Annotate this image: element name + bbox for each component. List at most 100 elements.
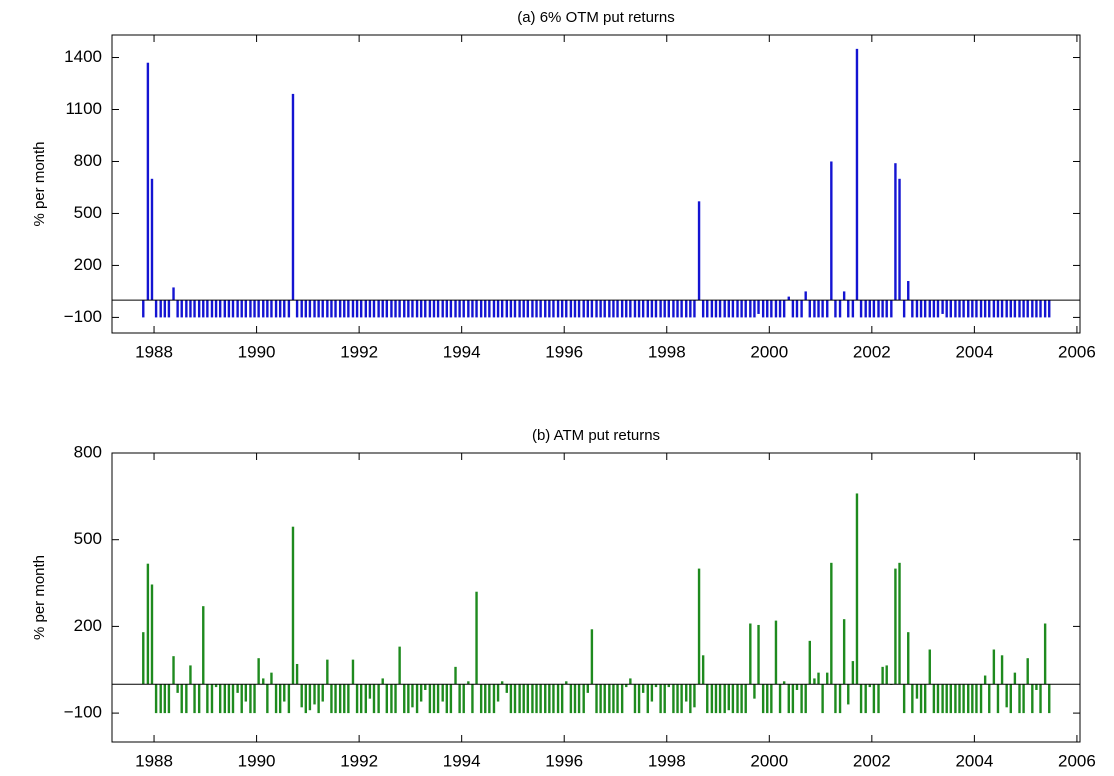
bar (800, 300, 803, 318)
bar (565, 681, 568, 685)
bar (971, 300, 974, 318)
bar (270, 300, 273, 318)
bar (300, 684, 303, 708)
bar (847, 684, 850, 705)
bar (1022, 684, 1025, 714)
bar (364, 300, 367, 318)
x-tick-label: 1998 (648, 751, 686, 770)
y-tick-label: 500 (74, 203, 102, 222)
bar (428, 300, 432, 318)
bar (612, 684, 615, 714)
bar (500, 300, 504, 318)
bar (167, 684, 171, 714)
bar (697, 201, 701, 301)
bar (560, 684, 564, 714)
bar (770, 300, 773, 318)
bar (945, 684, 948, 714)
x-tick-label: 2002 (853, 751, 891, 770)
bar (787, 296, 790, 301)
bar (975, 684, 978, 714)
bar (471, 300, 474, 318)
chart-title: (a) 6% OTM put returns (517, 9, 675, 26)
bar (287, 684, 291, 714)
bar (479, 300, 483, 318)
bar (919, 684, 923, 714)
bar (988, 684, 991, 714)
bar (808, 300, 812, 318)
bar (633, 684, 637, 714)
bar (573, 684, 577, 714)
bar (274, 300, 278, 318)
bar (274, 684, 278, 714)
bar (685, 684, 688, 702)
bar (223, 684, 226, 714)
bar (227, 684, 231, 714)
bar (326, 659, 329, 685)
bar (330, 684, 333, 714)
x-tick-label: 1998 (648, 342, 686, 361)
bar (270, 672, 273, 685)
bar (907, 632, 910, 685)
bar (983, 675, 987, 685)
bar (197, 300, 201, 318)
bar (351, 300, 355, 318)
bar (659, 300, 662, 318)
bar (766, 684, 769, 714)
bar (727, 684, 730, 711)
bar (595, 684, 598, 714)
bar (941, 300, 944, 314)
bar (817, 672, 820, 685)
bar (885, 665, 888, 685)
bar (308, 684, 312, 711)
bar (381, 300, 384, 318)
bar (582, 300, 585, 318)
bar (877, 300, 880, 318)
bar (167, 300, 171, 318)
bar (351, 659, 355, 685)
bar (304, 300, 308, 318)
y-tick-label: −100 (64, 703, 102, 722)
bar (740, 684, 743, 714)
bar (347, 300, 350, 318)
x-tick-label: 1988 (135, 342, 173, 361)
bar (838, 300, 842, 318)
bar (189, 665, 192, 685)
bar (967, 300, 970, 318)
bar (291, 93, 295, 301)
bar (1005, 300, 1008, 318)
bar (262, 678, 265, 685)
bar (736, 300, 739, 318)
bar (231, 684, 235, 714)
bar (826, 300, 829, 318)
bar (782, 681, 786, 685)
bar (582, 684, 585, 714)
bar (403, 300, 406, 318)
bar (150, 584, 154, 685)
bar (983, 300, 987, 318)
x-tick-label: 1992 (340, 751, 378, 770)
bar (958, 684, 961, 714)
bar (689, 300, 692, 318)
bar (338, 684, 342, 714)
bar (278, 300, 282, 318)
bar (813, 300, 816, 318)
bar (253, 300, 256, 318)
y-tick-label: 1400 (64, 47, 102, 66)
bar (163, 300, 167, 318)
bar (949, 684, 952, 714)
bar (979, 684, 983, 714)
bar (641, 300, 645, 318)
bar (300, 300, 303, 318)
bar (513, 300, 517, 318)
x-tick-label: 1994 (443, 751, 481, 770)
bar (210, 684, 214, 714)
bar (731, 300, 735, 318)
x-tick-label: 2002 (853, 342, 891, 361)
bar (954, 684, 957, 714)
bar (881, 666, 884, 685)
bar (740, 300, 743, 318)
bar (680, 300, 683, 318)
bar (864, 684, 867, 714)
bar (266, 300, 269, 318)
bar (1009, 684, 1012, 714)
